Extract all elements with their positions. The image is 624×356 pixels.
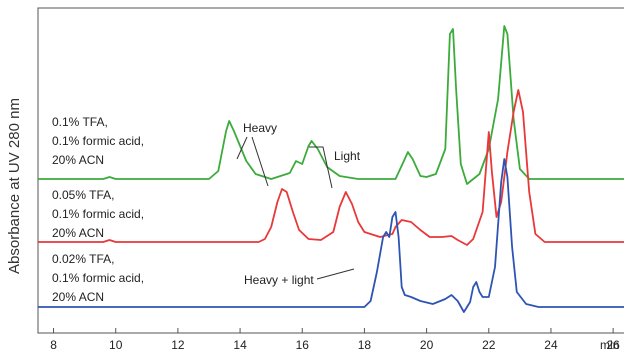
x-axis-ticks: 8 10 12 14 16 18 20 22 24 26: [50, 328, 620, 352]
trace-series-0: [38, 25, 624, 185]
series-label-0-line-2: 20% ACN: [52, 153, 104, 167]
plot-frame: [37, 7, 624, 334]
x-tick-label: 22: [482, 338, 496, 352]
x-tick-label: 26: [606, 338, 620, 352]
x-tick-label: 20: [420, 338, 434, 352]
annotation-light: Light: [334, 149, 361, 163]
annotation-light-leader: [309, 146, 333, 189]
series-label-0-line-1: 0.1% formic acid,: [52, 134, 144, 148]
trace-series-1: [38, 89, 624, 246]
series-label-2: 0.02% TFA, 0.1% formic acid, 20% ACN: [52, 252, 144, 304]
annotation-heavy-light-leader: [316, 268, 355, 280]
series-label-2-line-0: 0.02% TFA,: [52, 252, 114, 266]
x-tick-label: 14: [233, 338, 247, 352]
series-label-1-line-1: 0.1% formic acid,: [52, 207, 144, 221]
y-axis-label: Absorbance at UV 280 nm: [6, 98, 23, 274]
annotation-heavy: Heavy: [243, 121, 277, 135]
x-tick-label: 8: [50, 338, 57, 352]
annotation-heavy-leader-left: [236, 136, 248, 160]
series-label-1-line-0: 0.05% TFA,: [52, 188, 114, 202]
annotation-heavy-leader-right: [251, 136, 269, 187]
annotation-heavy-light: Heavy + light: [244, 273, 314, 287]
series-label-2-line-1: 0.1% formic acid,: [52, 271, 144, 285]
x-axis-unit-label: min: [600, 338, 619, 352]
series-label-2-line-2: 20% ACN: [52, 290, 104, 304]
traces: [38, 25, 624, 313]
series-label-1-line-2: 20% ACN: [52, 226, 104, 240]
x-tick-label: 10: [109, 338, 123, 352]
series-label-0: 0.1% TFA, 0.1% formic acid, 20% ACN: [52, 115, 144, 167]
x-tick-label: 16: [296, 338, 310, 352]
x-tick-label: 24: [544, 338, 558, 352]
trace-series-2: [38, 158, 624, 313]
x-tick-label: 18: [358, 338, 372, 352]
x-tick-label: 12: [171, 338, 185, 352]
series-label-0-line-0: 0.1% TFA,: [52, 115, 108, 129]
series-label-1: 0.05% TFA, 0.1% formic acid, 20% ACN: [52, 188, 144, 240]
